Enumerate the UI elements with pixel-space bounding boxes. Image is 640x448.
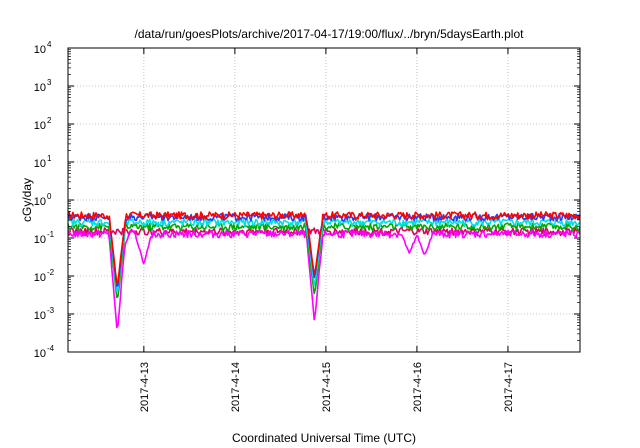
y-tick-label: 10 bbox=[34, 272, 46, 284]
x-tick-label: 2017-4-16 bbox=[412, 362, 424, 412]
y-tick-exponent: -3 bbox=[47, 306, 55, 315]
y-tick-label: 10 bbox=[34, 196, 46, 208]
series-line bbox=[67, 229, 581, 329]
y-tick-label: 10 bbox=[34, 120, 46, 132]
series-line bbox=[67, 222, 581, 299]
x-axis: 2017-4-13 2017-4-14 2017-4-15 2017-4-16 2017… bbox=[139, 48, 515, 412]
y-tick-label: 10 bbox=[34, 82, 46, 94]
y-tick-label: 10 bbox=[34, 234, 46, 246]
x-tick-label: 2017-4-13 bbox=[139, 362, 151, 412]
y-tick-exponent: 4 bbox=[47, 40, 52, 49]
y-tick-exponent: -4 bbox=[47, 344, 55, 353]
series-line bbox=[67, 218, 581, 293]
x-tick-label: 2017-4-17 bbox=[503, 362, 515, 412]
y-tick-exponent: 3 bbox=[47, 78, 52, 87]
y-tick-exponent: 1 bbox=[47, 154, 52, 163]
y-tick-label: 10 bbox=[34, 158, 46, 170]
x-axis-label: Coordinated Universal Time (UTC) bbox=[232, 431, 416, 445]
y-tick-exponent: -1 bbox=[47, 230, 55, 239]
y-axis-label: cGy/day bbox=[20, 178, 34, 222]
y-tick-label: 10 bbox=[34, 44, 46, 56]
chart-title: /data/run/goesPlots/archive/2017-04-17/1… bbox=[135, 27, 525, 41]
grid bbox=[68, 48, 580, 352]
y-tick-label: 10 bbox=[34, 310, 46, 322]
y-tick-exponent: 2 bbox=[47, 116, 52, 125]
x-tick-label: 2017-4-14 bbox=[230, 362, 242, 412]
series-line bbox=[67, 211, 581, 284]
y-tick-exponent: 0 bbox=[47, 192, 52, 201]
series-layer bbox=[67, 211, 581, 329]
x-tick-label: 2017-4-15 bbox=[321, 362, 333, 412]
y-tick-label: 10 bbox=[34, 348, 46, 360]
y-tick-exponent: -2 bbox=[47, 268, 55, 277]
